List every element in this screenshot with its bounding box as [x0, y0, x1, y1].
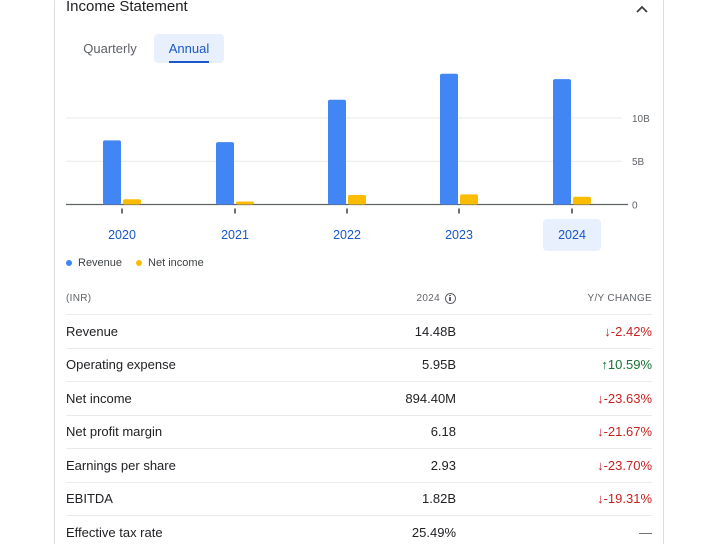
net-income-bar [236, 201, 254, 205]
net-income-bar [348, 194, 366, 205]
row-label: Effective tax rate [66, 524, 163, 540]
net-income-dot-icon [136, 260, 143, 266]
row-change-value: 10.59% [607, 357, 652, 373]
header-year: 2024 [316, 293, 456, 304]
row-value: 25.49% [411, 524, 456, 540]
row-change: ↑10.59% [456, 357, 652, 372]
row-change-value: -21.67% [603, 424, 652, 440]
tab-annual[interactable]: Annual [154, 34, 224, 63]
table-header: (INR) 2024 Y/Y CHANGE [66, 283, 652, 315]
net-income-bar [123, 199, 141, 205]
revenue-bar [103, 140, 121, 205]
row-change-value: -23.70% [603, 457, 652, 473]
header-year-label: 2024 [416, 293, 440, 304]
header-change: Y/Y CHANGE [587, 293, 652, 304]
year-button-2024[interactable]: 2024 [543, 219, 601, 251]
arrow-down-icon: ↓ [597, 491, 604, 507]
row-value: 1.82B [422, 491, 456, 507]
row-change: ↓-23.70% [456, 458, 652, 473]
y-tick-label: 0 [632, 201, 638, 212]
revenue-bar [216, 142, 234, 205]
row-change: ↓-21.67% [456, 424, 652, 439]
y-tick-label: 10B [632, 114, 650, 125]
revenue-bar [440, 73, 458, 205]
tab-quarterly[interactable]: Quarterly [83, 41, 137, 56]
table-row: Net profit margin 6.18 ↓-21.67% [66, 416, 652, 449]
legend-net-income: Net income [136, 257, 204, 269]
year-button-2023[interactable]: 2023 [445, 228, 473, 242]
revenue-dot-icon [66, 260, 72, 266]
row-label: Revenue [66, 323, 119, 339]
row-change: — [456, 525, 652, 540]
tab-annual-label: Annual [168, 41, 210, 56]
row-label: Earnings per share [66, 457, 176, 473]
legend-net-income-label: Net income [148, 257, 204, 269]
financials-table: (INR) 2024 Y/Y CHANGE Revenue 14.48B ↓-2.4… [66, 283, 652, 544]
table-row: Effective tax rate 25.49% — [66, 516, 652, 544]
row-label: Net profit margin [66, 424, 163, 440]
row-value: 894.40M [405, 390, 456, 406]
row-change-value: -2.42% [610, 323, 652, 339]
header-currency: (INR) [66, 293, 92, 304]
row-label: Operating expense [66, 357, 176, 373]
info-icon[interactable] [445, 293, 456, 304]
y-tick-label: 5B [632, 157, 645, 168]
arrow-down-icon: ↓ [597, 457, 604, 473]
row-change-value: — [639, 524, 652, 540]
arrow-down-icon: ↓ [604, 323, 611, 339]
legend-revenue: Revenue [66, 257, 122, 269]
card-title: Income Statement [66, 0, 188, 15]
row-change-value: -23.63% [603, 390, 652, 406]
row-value: 2.93 [430, 457, 456, 473]
row-label: EBITDA [66, 491, 113, 507]
legend-revenue-label: Revenue [78, 257, 123, 269]
chart-legend: Revenue Net income [66, 257, 204, 269]
row-change: ↓-23.63% [456, 391, 652, 406]
year-button-2022[interactable]: 2022 [333, 228, 361, 242]
income-chart: 0 5B 10B [66, 73, 650, 214]
row-value: 5.95B [422, 357, 456, 373]
row-value: 6.18 [430, 424, 456, 440]
arrow-down-icon: ↓ [597, 424, 604, 440]
revenue-bar [328, 99, 346, 205]
table-row: Earnings per share 2.93 ↓-23.70% [66, 449, 652, 483]
arrow-down-icon: ↓ [597, 390, 604, 406]
row-value: 14.48B [414, 323, 456, 339]
table-row: Revenue 14.48B ↓-2.42% [66, 315, 652, 349]
table-row: EBITDA 1.82B ↓-19.31% [66, 483, 652, 516]
table-row: Net income 894.40M ↓-23.63% [66, 382, 652, 416]
table-row: Operating expense 5.95B ↑10.59% [66, 349, 652, 382]
chevron-up-icon[interactable] [634, 2, 650, 16]
net-income-bar [573, 196, 591, 205]
row-change-value: -19.31% [603, 491, 652, 507]
row-change: ↓-2.42% [456, 324, 652, 339]
arrow-up-icon: ↑ [601, 357, 608, 373]
row-change: ↓-19.31% [456, 491, 652, 506]
revenue-bar [553, 79, 571, 205]
row-label: Net income [66, 390, 132, 406]
net-income-bar [460, 194, 478, 205]
year-button-2021[interactable]: 2021 [221, 228, 249, 242]
tab-selected-indicator [169, 61, 209, 63]
year-button-2020[interactable]: 2020 [108, 228, 136, 242]
